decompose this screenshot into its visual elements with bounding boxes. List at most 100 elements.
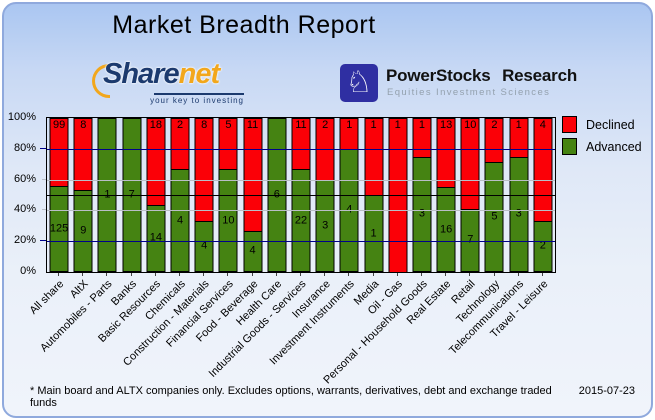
x-tick [445,273,447,276]
bar-advanced-segment [533,220,553,272]
x-tick [541,273,543,276]
bar-value-label: 125 [49,222,69,235]
x-axis: All share AltX Automobiles - Parts Banks Bas… [28,273,554,386]
bar-value-label: 2 [176,119,184,131]
x-tick [517,273,519,276]
y-axis-label: 0% [20,265,36,277]
bar-value-label: 22 [294,214,308,227]
bar-value-label: 1 [346,119,353,131]
bar-value-label: 2 [539,239,546,252]
y-tick [42,209,46,211]
bar-value-label: 8 [201,119,208,131]
x-tick [179,273,181,276]
powerstocks-subtitle: Equities Investment Sciences [387,87,551,98]
bar-declined-segment [218,118,238,170]
bar-advanced-segment [146,204,166,272]
bar-slot: 18 14 [144,118,168,272]
y-axis: 100% 80% 60% 40% 20% 0% [4,111,46,277]
legend-declined-swatch [562,116,577,133]
y-tick [40,147,46,149]
bar-slot: 13 16 [434,118,458,272]
bar-value-label: 4 [249,244,256,257]
bar-advanced-segment [412,156,432,272]
bar-value-label: 13 [439,119,453,131]
x-tick [130,273,132,276]
powerstocks-logo: ♘ PowerStocks Research Equities Investme… [340,64,577,106]
x-tick [58,273,60,276]
gridline-20 [47,241,555,243]
bar-advanced-segment [194,220,214,272]
y-axis-label: 20% [13,234,36,247]
bar-value-label: 7 [467,233,474,246]
bar-value-label: 1 [418,119,425,131]
footer: * Main board and ALTX companies only. Ex… [4,385,651,409]
bar-value-label: 1 [93,189,122,201]
bar-value-label: 99 [52,119,66,131]
bar-value-label: 4 [539,119,546,131]
bar-slot: 99 125 [47,118,71,272]
sharenet-underline [154,93,244,95]
x-tick [154,273,156,276]
bar-value-label: 18 [149,119,162,131]
bar-advanced-segment [49,186,69,272]
page-title: Market Breadth Report [112,11,376,39]
bar-value-label: 8 [80,119,87,131]
bar-value-label: 5 [491,210,498,223]
y-tick [40,240,46,242]
sharenet-wordmark-net: net [178,58,220,90]
bar-value-label: 3 [418,207,425,220]
x-tick [106,273,108,276]
bar-value-label: 4 [201,239,208,252]
fifty-percent-line [47,195,555,196]
bar-value-label: 1 [515,119,522,131]
footer-disclaimer: * Main board and ALTX companies only. Ex… [30,385,552,409]
x-tick [203,273,205,276]
x-tick [275,273,277,276]
sharenet-wordmark-share: Share [103,58,180,90]
bar-advanced-segment [484,162,504,272]
report-date: 2015-07-23 [578,385,635,397]
legend-item-advanced: Advanced [562,138,642,155]
x-tick [469,273,471,276]
bar-declined-segment [339,118,359,149]
bar-declined-segment [412,118,432,157]
bar-value-label: 10 [222,214,235,227]
bar-declined-segment [533,118,553,221]
bar-declined-segment [194,118,214,221]
x-tick [324,273,326,276]
bar-value-label: 11 [295,119,307,131]
bar-value-label: 16 [439,223,453,236]
bar-value-label: 11 [246,119,259,131]
bar-value-label: 1 [370,119,377,131]
bar-value-label: 14 [149,231,162,244]
y-tick [42,178,46,180]
bar-value-label: 2 [322,119,329,131]
gridline-40 [47,210,555,212]
bar-advanced-segment [436,187,456,272]
bar-declined-segment [509,118,529,157]
x-tick [251,273,253,276]
bar-declined-segment [364,118,384,195]
plot-area: 9912589171814248451011461122231411113131… [46,117,556,273]
knight-chess-icon: ♘ [340,64,378,102]
gridline-80 [47,148,555,150]
sharenet-wordmark: Sharenet [103,58,220,91]
legend-advanced-swatch [562,138,577,155]
bar-value-label: 1 [394,119,401,131]
bar-value-label: 5 [225,119,232,131]
bar-declined-segment [73,118,93,191]
bar-declined-segment [291,118,311,170]
bar-value-label: 6 [262,189,291,201]
bar-value-label: 3 [322,219,329,232]
y-axis-label: 40% [13,203,36,216]
bar-declined-segment [436,118,456,188]
